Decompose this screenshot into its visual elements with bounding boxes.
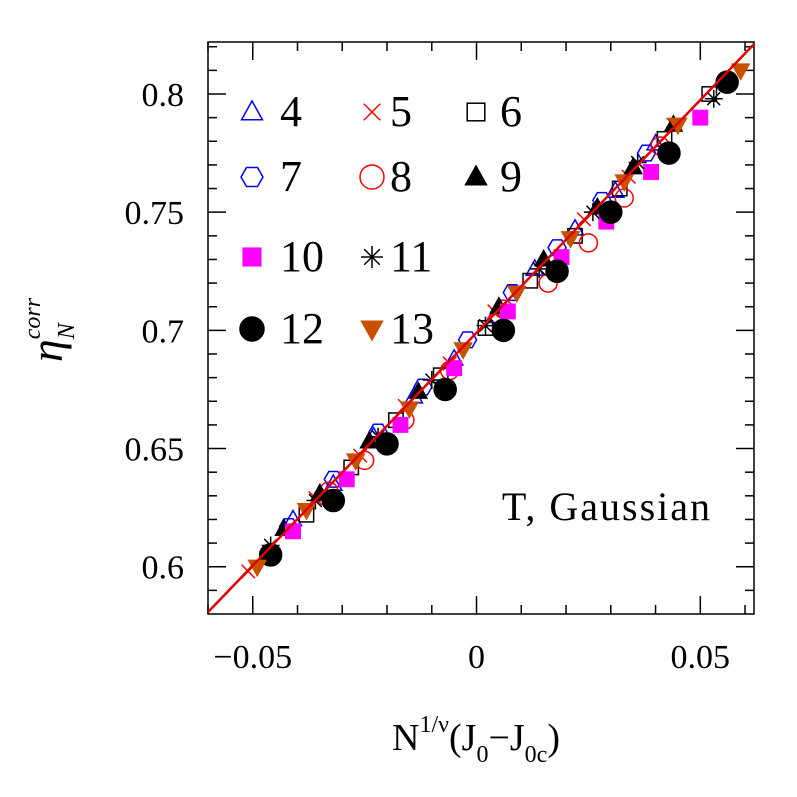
point [321, 488, 346, 513]
legend-marker [242, 247, 262, 267]
point [446, 360, 463, 377]
point [701, 86, 718, 102]
legend-entry: 7 [240, 152, 302, 201]
label-part: (J [449, 717, 476, 759]
point [692, 109, 709, 126]
point [704, 89, 723, 108]
label-part: ) [547, 717, 560, 759]
legend-entry: 11 [361, 232, 432, 281]
legend-entry: 10 [242, 232, 324, 281]
legend-label: 5 [390, 87, 412, 136]
x-tick-label: 0 [468, 639, 485, 676]
point [433, 377, 457, 402]
legend-label: 7 [280, 152, 302, 201]
legend-marker [466, 102, 486, 122]
point [730, 63, 751, 81]
legend-marker [239, 316, 265, 342]
y-tick-label: 0.65 [125, 432, 185, 469]
y-tick-label: 0.6 [142, 550, 185, 587]
point [491, 318, 516, 343]
legend-label: 12 [280, 304, 324, 353]
point [476, 316, 495, 335]
legend-entry: 5 [363, 87, 412, 136]
point [285, 523, 301, 540]
legend-label: 4 [280, 87, 302, 136]
y-tick-label: 0.8 [142, 77, 185, 114]
legend-marker [363, 103, 381, 121]
x-tick-label: −0.05 [213, 639, 292, 676]
point [375, 432, 399, 456]
point [323, 470, 344, 488]
legend-entry: 13 [360, 304, 434, 353]
legend-marker [464, 164, 488, 186]
legend-marker [240, 166, 264, 188]
legend-label: 10 [280, 232, 324, 281]
legend-label: 13 [390, 304, 434, 353]
y-tick-label: 0.7 [142, 313, 185, 350]
legend-entry: 12 [239, 304, 324, 353]
point [506, 285, 527, 304]
legend-entry: 8 [359, 152, 412, 201]
point [643, 164, 660, 180]
label-part: −J [488, 717, 524, 759]
label-part: 0 [476, 742, 488, 768]
plot-frame [207, 41, 755, 615]
point [499, 303, 516, 320]
point [345, 453, 366, 471]
y-tick-label: 0.75 [125, 195, 185, 232]
point [628, 153, 647, 172]
fit-line [207, 43, 755, 613]
point [545, 259, 569, 284]
point [578, 233, 599, 253]
point [599, 200, 623, 224]
label-part: 1/ν [419, 712, 449, 738]
legend-marker [360, 320, 384, 342]
legend-marker [240, 99, 264, 121]
label-part: η [21, 339, 72, 362]
annotation: T, Gaussian [502, 484, 712, 529]
x-tick-label: 0.05 [671, 639, 731, 676]
legend-label: 8 [390, 152, 412, 201]
legend-entry: 4 [240, 87, 302, 136]
y-axislabel: ηNcorr [20, 297, 80, 362]
legend-marker [361, 246, 383, 268]
point [392, 416, 409, 433]
label-part: 0c [525, 742, 548, 768]
legend-entry: 9 [464, 152, 522, 201]
legend-label: 11 [390, 232, 432, 281]
label-part: N [392, 717, 419, 759]
legend-label: 9 [500, 152, 522, 201]
point [522, 272, 539, 289]
point [338, 471, 355, 488]
point [715, 70, 739, 94]
legend-marker [359, 164, 385, 190]
x-axislabel: N1/ν(J0−J0c) [392, 712, 560, 768]
point [457, 331, 478, 349]
label-part: N [54, 321, 80, 340]
legend-label: 6 [500, 87, 522, 136]
label-part: corr [20, 297, 46, 339]
legend-entry: 6 [466, 87, 522, 136]
point [657, 141, 681, 165]
